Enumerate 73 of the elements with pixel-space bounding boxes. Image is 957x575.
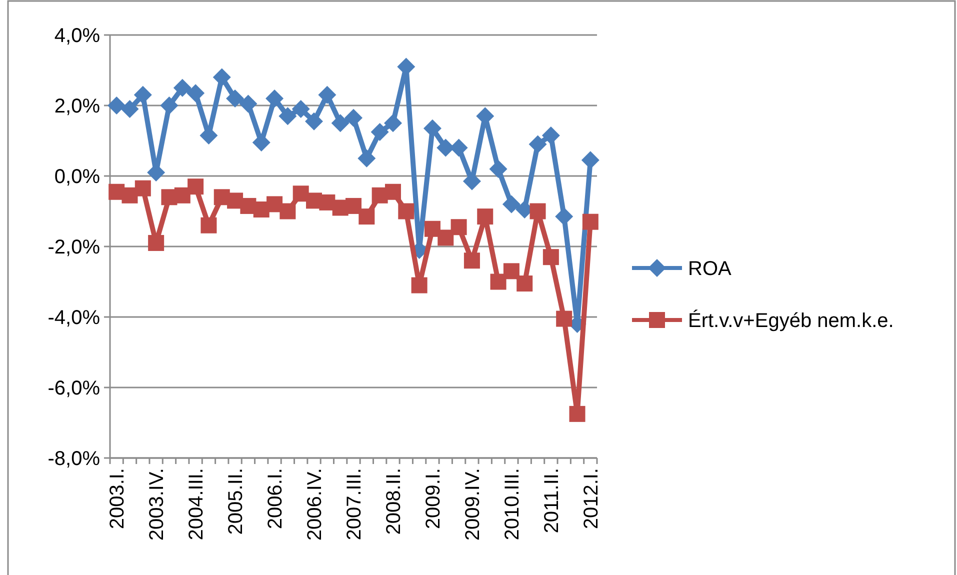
point xyxy=(530,203,546,220)
point xyxy=(438,230,454,246)
point xyxy=(278,107,297,126)
point xyxy=(134,180,151,196)
point xyxy=(331,114,350,132)
point xyxy=(186,84,205,102)
point xyxy=(516,276,533,292)
legend-label: Ért.v.v+Egyéb nem.k.e. xyxy=(688,309,894,332)
y-tick-label: 4,0% xyxy=(54,25,100,47)
point xyxy=(477,208,494,225)
point xyxy=(411,277,428,294)
point xyxy=(252,134,270,152)
point xyxy=(280,203,296,220)
x-tick-label: 2011.II. xyxy=(540,468,563,534)
x-tick-label: 2003.IV. xyxy=(146,468,168,541)
x-tick-label: 2005.II. xyxy=(225,468,248,535)
point xyxy=(556,310,572,327)
point xyxy=(384,114,402,132)
point xyxy=(581,151,600,170)
point xyxy=(569,406,586,422)
point xyxy=(398,203,414,220)
point xyxy=(173,78,192,97)
point xyxy=(346,198,362,214)
y-tick-label: -6,0% xyxy=(48,378,100,400)
legend-label: ROA xyxy=(688,258,732,280)
point xyxy=(160,96,178,114)
point xyxy=(200,217,217,234)
point xyxy=(120,100,139,118)
point xyxy=(502,195,520,214)
point xyxy=(555,208,574,226)
point xyxy=(423,119,442,138)
point xyxy=(226,89,244,108)
x-tick-label: 2009.IV. xyxy=(462,468,484,541)
point xyxy=(188,178,204,195)
point xyxy=(108,96,126,114)
y-tick-label: 2,0% xyxy=(54,96,100,118)
y-tick-label: -4,0% xyxy=(48,307,100,329)
x-tick-label: 2010.III. xyxy=(501,468,524,540)
point xyxy=(542,249,559,266)
point xyxy=(450,219,467,236)
point xyxy=(424,220,440,237)
x-tick-label: 2007.III. xyxy=(344,468,366,540)
point xyxy=(490,274,506,290)
point xyxy=(370,122,389,141)
point xyxy=(318,86,336,104)
x-tick-label: 2008.II. xyxy=(382,468,405,535)
point xyxy=(148,234,164,251)
point xyxy=(134,86,152,104)
y-tick-label: -2,0% xyxy=(48,236,100,258)
x-tick-label: 2009.I. xyxy=(422,468,444,530)
point xyxy=(384,184,401,200)
x-tick-label: 2004.III. xyxy=(186,468,208,540)
point xyxy=(358,208,375,225)
y-tick-label: 0,0% xyxy=(54,166,100,188)
point xyxy=(582,214,598,230)
point xyxy=(239,94,258,113)
point xyxy=(305,112,324,130)
point xyxy=(542,126,560,144)
point xyxy=(358,149,376,168)
point xyxy=(489,160,508,178)
x-tick-label: 2006.I. xyxy=(264,468,287,530)
x-tick-label: 2012.I. xyxy=(580,468,602,530)
point xyxy=(292,100,310,118)
point xyxy=(503,263,520,280)
point xyxy=(266,89,284,108)
point xyxy=(528,135,547,154)
point xyxy=(212,68,231,86)
y-tick-label: -8,0% xyxy=(48,448,100,470)
point xyxy=(174,187,190,204)
point xyxy=(344,108,362,127)
point xyxy=(464,252,480,269)
x-tick-label: 2006.IV. xyxy=(304,468,326,541)
x-tick-label: 2003.I. xyxy=(106,468,129,530)
